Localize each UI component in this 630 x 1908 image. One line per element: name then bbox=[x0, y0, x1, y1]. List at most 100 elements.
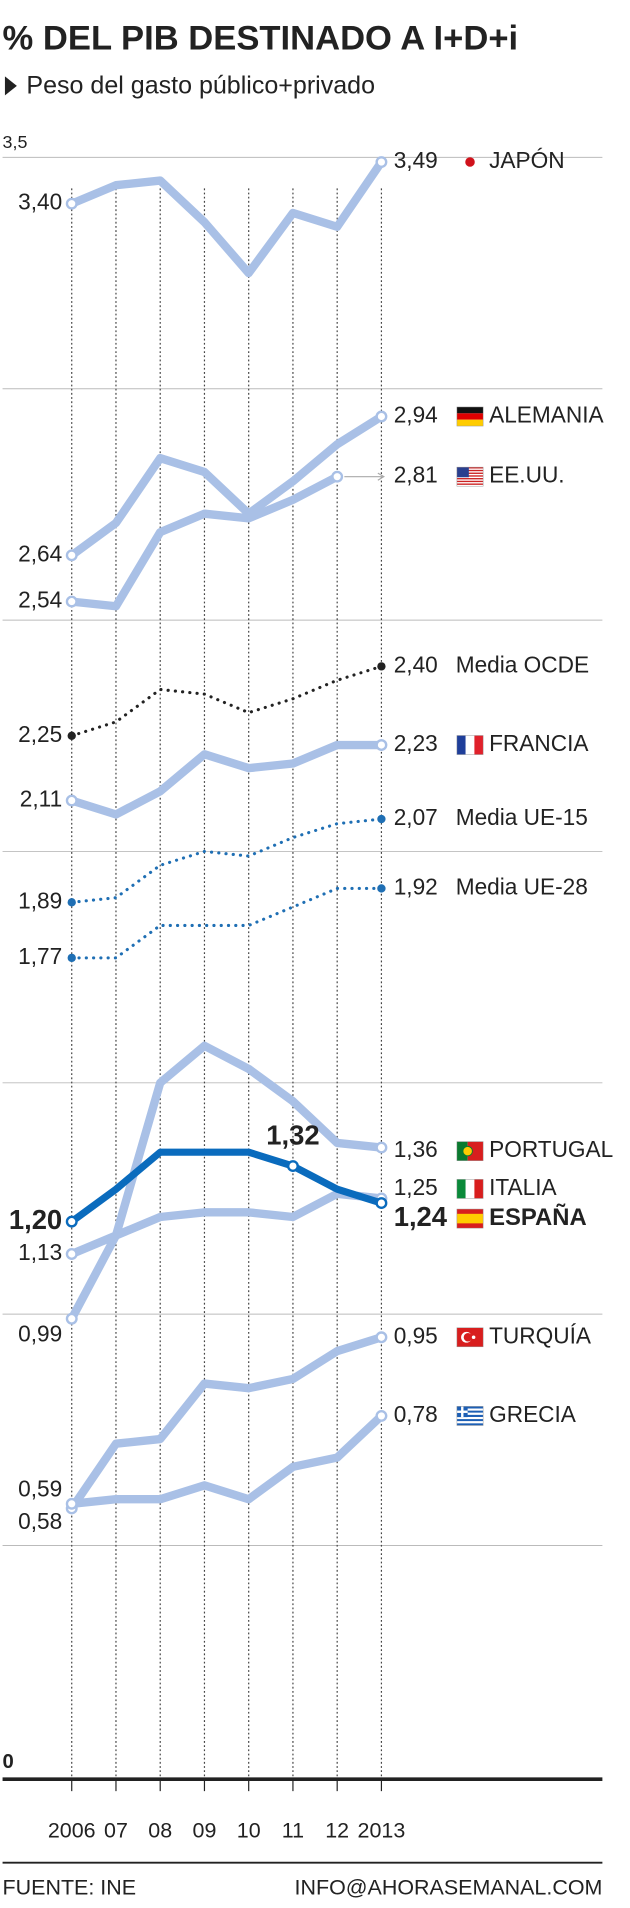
series-line bbox=[70, 817, 383, 904]
point bbox=[65, 1215, 78, 1228]
x-tick-label: 09 bbox=[193, 1818, 217, 1842]
series-line bbox=[69, 1148, 383, 1225]
point bbox=[65, 549, 78, 562]
flag-part bbox=[456, 406, 484, 414]
point bbox=[286, 1160, 299, 1173]
flag-part bbox=[456, 478, 484, 480]
flag-part bbox=[456, 1419, 484, 1422]
point bbox=[375, 1141, 388, 1154]
legend-label: TURQUÍA bbox=[489, 1322, 592, 1348]
legend-label: PORTUGAL bbox=[489, 1136, 613, 1162]
point bbox=[67, 731, 76, 740]
series-line bbox=[68, 1333, 383, 1511]
point bbox=[375, 1197, 388, 1210]
point bbox=[65, 1497, 78, 1510]
flag-part bbox=[456, 472, 484, 474]
start-label: 1,20 bbox=[9, 1204, 62, 1235]
flag-part bbox=[462, 1145, 473, 1157]
flag-part bbox=[456, 419, 484, 427]
flag bbox=[456, 1141, 484, 1161]
series-line bbox=[70, 740, 382, 819]
flag-part bbox=[456, 1179, 466, 1199]
flag bbox=[456, 1208, 484, 1229]
start-label: 2,25 bbox=[18, 721, 62, 747]
start-label: 2,11 bbox=[20, 786, 62, 812]
legend-label: Media UE-15 bbox=[456, 804, 588, 830]
flag-part bbox=[456, 475, 484, 477]
flag bbox=[456, 466, 484, 487]
start-label: 2,54 bbox=[18, 587, 62, 613]
chart-title: % DEL PIB DESTINADO A I+D+i bbox=[3, 20, 519, 58]
legend-label: Media OCDE bbox=[456, 651, 589, 677]
end-label: 2,07 bbox=[394, 804, 438, 830]
end-label: 2,81 bbox=[394, 462, 438, 488]
label-arrow bbox=[344, 472, 385, 481]
flag bbox=[465, 157, 475, 167]
x-tick-label: 10 bbox=[237, 1818, 261, 1842]
point bbox=[65, 595, 78, 608]
flag-part bbox=[456, 406, 484, 427]
flag-part bbox=[456, 735, 484, 755]
flag bbox=[456, 1406, 484, 1426]
legend-label: ITALIA bbox=[489, 1174, 557, 1200]
series-line bbox=[70, 886, 383, 960]
start-label: 2,64 bbox=[18, 540, 62, 566]
flag bbox=[456, 1179, 484, 1199]
series-line bbox=[70, 664, 383, 738]
end-label: 2,23 bbox=[394, 730, 438, 756]
legend-label: EE.UU. bbox=[489, 462, 564, 488]
point bbox=[375, 1409, 388, 1422]
flag-part bbox=[456, 483, 484, 485]
point bbox=[65, 197, 78, 210]
point bbox=[65, 794, 78, 807]
flag-part bbox=[456, 1412, 484, 1415]
flag bbox=[456, 735, 484, 755]
flag-part bbox=[471, 1335, 476, 1340]
point bbox=[331, 470, 344, 483]
flag-part bbox=[465, 1179, 475, 1199]
flag-part bbox=[465, 735, 475, 755]
end-label: 3,49 bbox=[394, 147, 438, 173]
start-label: 0,99 bbox=[18, 1320, 62, 1346]
series-line bbox=[70, 159, 385, 278]
point bbox=[377, 884, 386, 893]
x-tick-label: 08 bbox=[148, 1818, 172, 1842]
start-label: 1,89 bbox=[18, 887, 62, 913]
flag-part bbox=[456, 480, 484, 483]
point bbox=[377, 814, 386, 824]
start-label: 0,58 bbox=[18, 1508, 62, 1534]
flag-part bbox=[456, 1423, 484, 1426]
end-label: 2,94 bbox=[394, 402, 438, 428]
flag-part bbox=[456, 1421, 484, 1424]
flag bbox=[456, 1327, 484, 1348]
flag-part bbox=[456, 466, 484, 487]
flag-part bbox=[456, 1141, 484, 1161]
legend-label: ALEMANIA bbox=[489, 402, 604, 428]
flag-part bbox=[465, 157, 475, 167]
flag-part bbox=[467, 1141, 484, 1161]
legend-label: GRECIA bbox=[489, 1401, 577, 1427]
y-tick-label: 0 bbox=[3, 1751, 14, 1773]
start-label: 1,77 bbox=[18, 943, 62, 969]
flag-part bbox=[456, 467, 484, 469]
subtitle-marker bbox=[4, 76, 17, 96]
point bbox=[67, 953, 76, 963]
flag-part bbox=[456, 1213, 484, 1224]
legend-label: JAPÓN bbox=[489, 147, 564, 173]
series-line bbox=[70, 1189, 382, 1258]
flag-part bbox=[456, 1416, 484, 1420]
point bbox=[377, 662, 386, 671]
flag-part bbox=[456, 1141, 468, 1161]
end-label: 2,40 bbox=[394, 651, 438, 677]
flag-part bbox=[456, 1410, 468, 1413]
x-tick-label: 12 bbox=[325, 1818, 349, 1842]
point bbox=[375, 156, 388, 168]
flag-part bbox=[463, 1332, 473, 1342]
flag-part bbox=[456, 1408, 484, 1411]
end-label: 1,25 bbox=[394, 1174, 438, 1200]
y-tick-label: 3,5 bbox=[3, 132, 28, 152]
legend-label: Media UE-28 bbox=[456, 873, 588, 899]
flag-part bbox=[456, 1406, 484, 1409]
end-label: 1,24 bbox=[394, 1201, 448, 1232]
